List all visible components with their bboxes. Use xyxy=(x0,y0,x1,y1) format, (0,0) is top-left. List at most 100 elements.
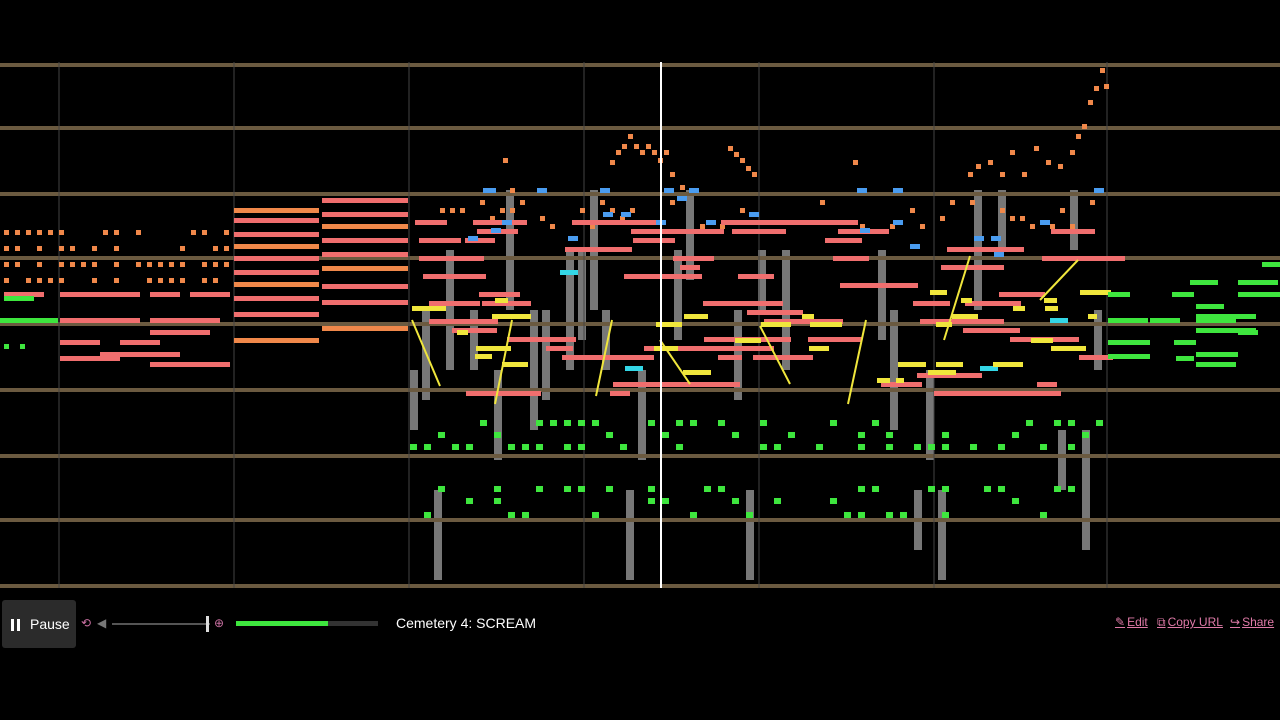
note xyxy=(940,216,945,221)
note xyxy=(565,247,632,252)
note xyxy=(677,196,687,201)
note xyxy=(150,330,210,335)
volume-slider[interactable] xyxy=(112,623,210,625)
note xyxy=(672,382,740,387)
drum-block xyxy=(686,190,694,280)
note xyxy=(213,278,218,283)
note xyxy=(15,262,20,267)
note xyxy=(980,366,998,371)
note xyxy=(1054,486,1061,492)
note xyxy=(234,218,319,223)
note xyxy=(633,238,675,243)
note xyxy=(452,444,459,450)
note xyxy=(886,432,893,438)
zoom-icon[interactable]: ⊕ xyxy=(214,616,225,630)
volume-slider-handle[interactable] xyxy=(206,616,209,632)
note xyxy=(150,318,220,323)
note xyxy=(942,444,949,450)
note xyxy=(520,200,525,205)
pause-button[interactable]: Pause xyxy=(2,600,76,648)
note xyxy=(603,212,613,217)
note xyxy=(920,319,1003,324)
note xyxy=(1108,318,1148,323)
note xyxy=(809,346,829,351)
note xyxy=(490,216,495,221)
drum-block xyxy=(602,310,610,370)
note xyxy=(322,238,408,243)
note xyxy=(536,444,543,450)
note xyxy=(947,247,1022,252)
share-link[interactable]: ↪ Share xyxy=(1230,615,1275,629)
pencil-icon: ✎ xyxy=(1115,615,1126,629)
note xyxy=(491,228,501,233)
note xyxy=(621,212,631,217)
note xyxy=(158,262,163,267)
note xyxy=(646,144,651,149)
edit-link[interactable]: ✎ Edit xyxy=(1115,615,1148,629)
note xyxy=(158,278,163,283)
note xyxy=(477,354,492,359)
note xyxy=(169,278,174,283)
note xyxy=(410,444,417,450)
note xyxy=(322,252,408,257)
note xyxy=(877,378,890,383)
note xyxy=(735,338,761,343)
note xyxy=(676,444,683,450)
note xyxy=(1108,340,1150,345)
note xyxy=(999,292,1045,297)
drum-block xyxy=(1058,430,1066,490)
note xyxy=(480,420,487,426)
note xyxy=(322,224,408,229)
note xyxy=(952,314,978,319)
note xyxy=(628,134,633,139)
copy-url-link[interactable]: ⧉ Copy URL xyxy=(1157,615,1223,629)
note xyxy=(1070,224,1075,229)
note xyxy=(20,344,25,349)
note xyxy=(476,346,511,351)
note xyxy=(114,230,119,235)
note xyxy=(190,292,230,297)
volume-icon[interactable]: ◀ xyxy=(97,616,107,630)
note xyxy=(704,486,711,492)
note xyxy=(634,144,639,149)
note xyxy=(673,256,714,261)
note xyxy=(1044,298,1057,303)
note xyxy=(546,346,573,351)
note xyxy=(808,337,862,342)
channel-line xyxy=(0,192,1280,196)
note xyxy=(1196,314,1256,319)
note xyxy=(592,420,599,426)
note xyxy=(689,188,699,193)
drum-block xyxy=(470,310,478,370)
note xyxy=(1104,84,1109,89)
playback-progress[interactable] xyxy=(236,621,378,626)
note xyxy=(522,444,529,450)
note xyxy=(994,252,1004,257)
note xyxy=(1082,432,1089,438)
note xyxy=(466,498,473,504)
note xyxy=(700,224,705,229)
drum-block xyxy=(638,370,646,460)
note xyxy=(322,300,408,305)
note xyxy=(936,322,952,327)
channel-line xyxy=(0,256,1280,260)
drum-block xyxy=(674,250,682,340)
note xyxy=(15,230,20,235)
note xyxy=(718,486,725,492)
note xyxy=(510,188,515,193)
note xyxy=(1076,134,1081,139)
note xyxy=(1094,86,1099,91)
note xyxy=(606,432,613,438)
note-slide xyxy=(847,319,867,405)
note xyxy=(886,512,893,518)
note xyxy=(610,391,630,396)
note xyxy=(450,208,455,213)
note xyxy=(928,370,956,375)
note xyxy=(860,228,870,233)
note xyxy=(620,216,625,221)
note xyxy=(322,326,408,331)
loop-icon[interactable]: ⟲ xyxy=(81,616,92,630)
note xyxy=(92,262,97,267)
note xyxy=(970,444,977,450)
note xyxy=(810,322,842,327)
